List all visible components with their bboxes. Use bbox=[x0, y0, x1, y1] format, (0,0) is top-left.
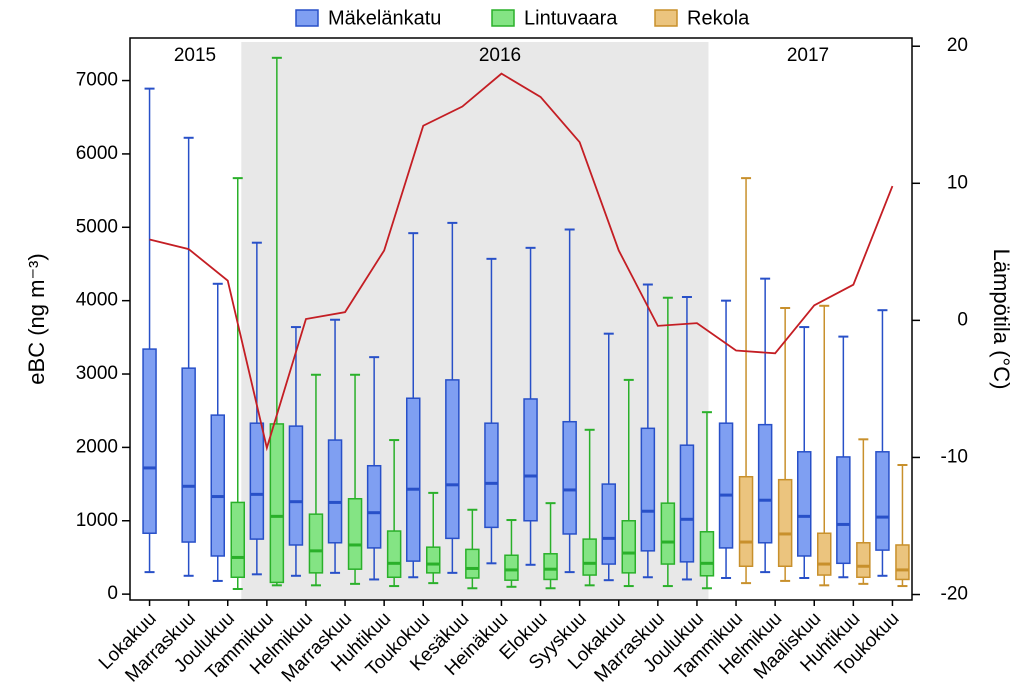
y-tick-label: 5000 bbox=[76, 216, 118, 237]
box bbox=[621, 520, 636, 574]
box bbox=[142, 348, 157, 534]
box bbox=[738, 475, 754, 568]
box bbox=[875, 451, 890, 551]
box bbox=[699, 531, 715, 577]
box bbox=[249, 422, 265, 540]
box bbox=[582, 538, 597, 576]
year-label: 2016 bbox=[479, 45, 521, 66]
box bbox=[718, 422, 734, 549]
temperature-line bbox=[149, 72, 894, 452]
box bbox=[465, 548, 480, 579]
box bbox=[181, 367, 196, 543]
box bbox=[230, 501, 245, 579]
box bbox=[523, 398, 538, 522]
y-axis-title: eBC (ng m⁻³) bbox=[24, 253, 49, 384]
legend-swatch bbox=[491, 9, 515, 27]
box bbox=[426, 546, 441, 574]
box bbox=[562, 420, 577, 535]
box bbox=[543, 553, 558, 581]
box bbox=[406, 397, 421, 562]
box bbox=[836, 456, 851, 565]
box bbox=[895, 544, 910, 581]
y2-tick-label: 20 bbox=[947, 35, 968, 56]
box bbox=[484, 422, 499, 529]
y2-tick-label: -20 bbox=[941, 584, 968, 605]
box bbox=[308, 513, 324, 574]
y-tick-label: 4000 bbox=[76, 290, 118, 311]
box bbox=[386, 530, 402, 579]
box bbox=[817, 532, 832, 576]
box bbox=[288, 425, 304, 546]
year-label: 2015 bbox=[174, 45, 216, 66]
year-shade bbox=[241, 42, 709, 600]
y-tick-label: 0 bbox=[107, 583, 118, 604]
y2-axis-title: Lämpötila (°C) bbox=[989, 249, 1014, 390]
y2-tick-label: 0 bbox=[957, 309, 968, 330]
box bbox=[640, 427, 656, 552]
y-tick-label: 1000 bbox=[76, 510, 118, 531]
y2-tick-label: 10 bbox=[947, 172, 968, 193]
year-label: 2017 bbox=[787, 45, 829, 66]
box bbox=[660, 502, 676, 565]
box bbox=[327, 439, 343, 544]
y-tick-label: 7000 bbox=[76, 70, 118, 91]
box bbox=[445, 379, 460, 540]
box bbox=[269, 423, 285, 584]
box bbox=[856, 542, 871, 579]
box bbox=[504, 554, 519, 581]
box bbox=[347, 498, 363, 570]
legend-swatch bbox=[295, 9, 319, 27]
y-tick-label: 3000 bbox=[76, 363, 118, 384]
box bbox=[757, 423, 773, 544]
y-tick-label: 2000 bbox=[76, 436, 118, 457]
legend-label: Rekola bbox=[687, 7, 750, 29]
legend-label: Lintuvaara bbox=[524, 7, 618, 29]
box bbox=[679, 444, 695, 563]
box bbox=[797, 451, 812, 557]
box bbox=[366, 464, 382, 549]
box bbox=[777, 478, 793, 568]
legend-swatch bbox=[654, 9, 678, 27]
box bbox=[210, 414, 225, 557]
y-tick-label: 6000 bbox=[76, 143, 118, 164]
box bbox=[601, 483, 616, 565]
plot-frame bbox=[129, 37, 913, 601]
y2-tick-label: -10 bbox=[941, 446, 968, 467]
legend-label: Mäkelänkatu bbox=[328, 7, 441, 29]
